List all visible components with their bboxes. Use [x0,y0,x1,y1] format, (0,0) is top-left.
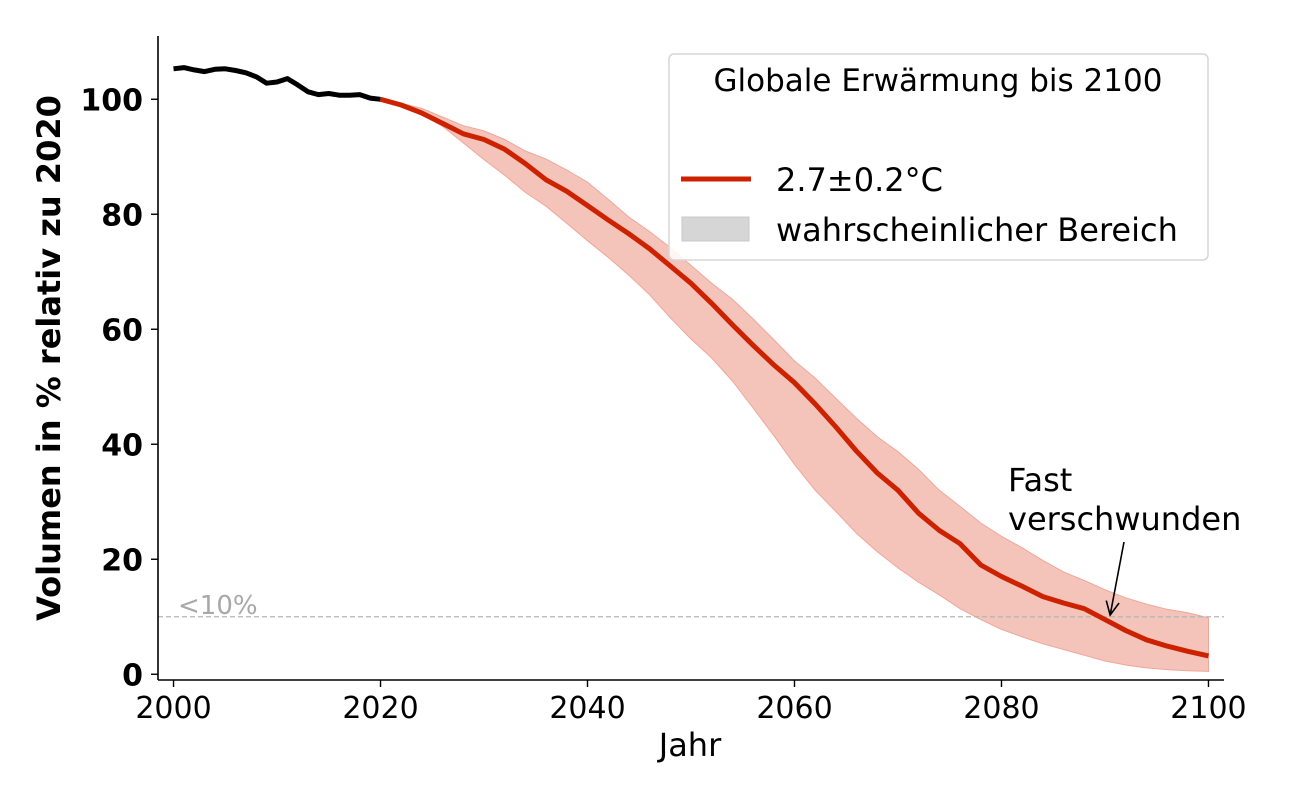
x-tick-label: 2060 [756,691,832,726]
x-tick-label: 2080 [963,691,1039,726]
legend-entry-range: wahrscheinlicher Bereich [776,211,1178,249]
y-axis-ticks: 0 20 40 60 80 100 [80,83,158,693]
x-tick-label: 2020 [342,691,418,726]
x-axis-ticks: 2000 2020 2040 2060 2080 2100 [135,680,1247,726]
legend-frame [668,53,1209,261]
y-tick-label: 40 [101,428,143,463]
legend-title: Globale Erwärmung bis 2100 [714,63,1163,99]
legend-band-swatch [681,216,750,242]
x-tick-label: 2040 [549,691,625,726]
y-tick-label: 80 [101,198,143,233]
y-tick-label: 20 [101,543,143,578]
legend-entry-scenario: 2.7±0.2°C [776,161,943,199]
y-tick-label: 0 [122,658,143,693]
legend: Globale Erwärmung bis 2100 2.7±0.2°C wah… [668,53,1209,261]
x-tick-label: 2000 [135,691,211,726]
threshold-label: <10% [178,591,258,621]
projection-line [379,96,1210,659]
annotation-arrow-head [1105,600,1120,617]
y-tick-label: 100 [80,83,143,118]
axes [157,36,1224,681]
x-axis-title: Jahr [657,726,722,764]
x-tick-label: 2100 [1170,691,1246,726]
series-group [173,65,1210,659]
y-axis-title: Volumen in % relativ zu 2020 [30,95,68,621]
annotation-line-1: Fast [1008,461,1072,499]
annotation-line-2: verschwunden [1008,500,1241,538]
y-tick-label: 60 [101,313,143,348]
historical-line [173,65,381,102]
annotation: Fast verschwunden [1008,461,1241,617]
annotation-arrow-shaft [1109,541,1125,616]
